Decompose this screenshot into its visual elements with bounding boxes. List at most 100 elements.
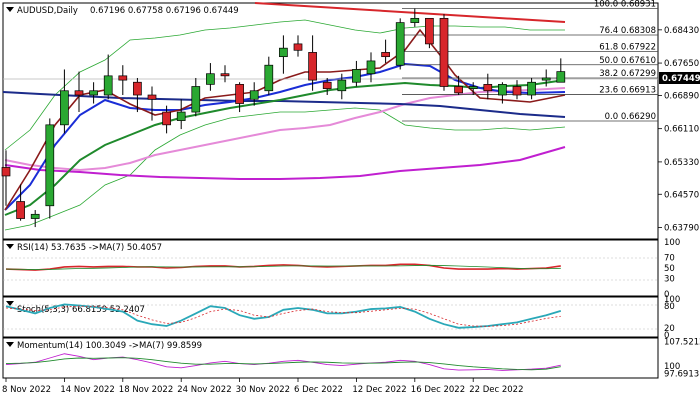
candle-body [162,111,171,126]
candle-body [16,201,25,219]
candle-body [293,43,303,51]
candle-body [512,86,522,96]
collapse-triangle-icon[interactable] [6,7,14,12]
candle-body [220,73,230,77]
candle-body [395,22,405,66]
current-price-tag: 0.67449 [659,72,700,84]
candle-body [468,86,478,89]
fibo-label: 38.2 0.67299 [599,69,656,79]
candle-body [279,47,288,58]
candle-body [527,81,536,96]
stoch-collapse-icon[interactable] [6,301,14,306]
stoch-k-line [5,303,562,329]
candle-body [410,17,420,23]
price-axis: 0.68430 0.67650 0.66890 0.66110 0.65330 0.645… [658,26,699,233]
momentum-tick-label: 100 [664,362,680,372]
price-tick-label: 0.68430 [664,26,699,36]
rsi-tick-label: 0 [664,290,669,300]
candle-body [74,90,84,96]
candle-body [337,79,347,92]
candle-body [30,213,40,219]
time-tick-label: 14 Nov 2022 [60,385,114,395]
rsi-tick-label: 30 [664,274,675,284]
rsi-ma-line [5,264,561,270]
candle-body [483,84,493,92]
candle-body [249,90,259,100]
candle-body [556,71,566,83]
trend-line-red [254,2,566,23]
rsi-tick-label: 50 [664,264,675,274]
fibo-label: 61.8 0.67922 [599,42,656,52]
price-tick-label: 0.65330 [664,158,699,168]
chart-header: AUDUSD,Daily 0.67196 0.67758 0.67196 0.6… [6,6,239,16]
momentum-indicator: Momentum(14) 100.3049 ->MA(7) 99.8599 [5,341,561,371]
candle-body [381,52,390,58]
time-tick-label: 6 Dec 2022 [294,385,343,395]
price-tick-label: 0.66110 [664,125,699,135]
candle-body [541,77,551,81]
rsi-collapse-icon[interactable] [6,244,14,249]
fibo-label: 76.4 0.68308 [599,26,656,36]
rsi-indicator: RSI(14) 53.7635 ->MA(7) 50.4057 [3,243,658,281]
stoch-tick-label: 100 [664,295,680,305]
time-tick-label: 18 Nov 2022 [119,385,173,395]
candle-body [60,90,69,126]
rsi-tick-label: 70 [664,254,675,264]
ma-green [4,79,566,216]
candle-body [425,17,434,45]
candles [1,8,566,228]
candle-body [206,73,215,85]
momentum-tick-label: 107.5212 [664,338,700,348]
fibo-label: 50.0 0.67610 [599,56,656,66]
fibo-label: 100.0 0.68931 [594,0,656,9]
stoch-indicator: Stoch(5,3,3) 66.8159 52.2407 [3,301,658,330]
time-tick-label: 24 Nov 2022 [177,385,231,395]
ma-magenta [4,146,566,180]
candle-body [264,64,274,92]
momentum-ma-line [5,357,561,371]
candle-body [176,111,186,121]
candle-body [45,124,55,207]
ma-pink [4,87,566,172]
candle-body [191,86,201,113]
time-axis: 8 Nov 2022 14 Nov 2022 18 Nov 2022 24 Nov 2… [2,378,524,395]
bollinger-lower [4,107,566,231]
candle-body [235,84,244,104]
momentum-label: Momentum(14) 100.3049 ->MA(7) 99.8599 [17,341,202,351]
price-tick-label: 0.66890 [664,91,699,101]
candle-body [308,52,317,81]
candle-body [89,90,98,96]
time-tick-label: 22 Dec 2022 [469,385,523,395]
candle-body [103,75,113,96]
price-tick-label: 0.67650 [664,59,699,69]
rsi-line [5,263,561,271]
stoch-label: Stoch(5,3,3) 66.8159 52.2407 [17,305,145,315]
candle-body [322,81,332,89]
price-tick-label: 0.64570 [664,190,699,200]
fibo-label: 23.6 0.66913 [599,85,656,95]
time-tick-label: 30 Nov 2022 [236,385,290,395]
momentum-tick-label: 97.6913 [664,370,699,380]
time-tick-label: 8 Nov 2022 [2,385,51,395]
candle-body [352,69,361,83]
stoch-panel [2,296,659,338]
candle-body [439,17,449,87]
rsi-label: RSI(14) 53.7635 ->MA(7) 50.4057 [17,243,162,253]
stoch-tick-label: 80 [664,302,675,312]
candle-body [1,167,11,177]
stoch-d-line [5,305,561,327]
price-tick-label: 0.63790 [664,223,699,233]
chart-title: AUDUSD,Daily [17,6,78,16]
fibo-label: 0.0 0.66290 [605,112,656,122]
stoch-tick-label: 0 [664,331,669,341]
bollinger-upper [4,19,565,151]
candle-body [454,86,463,94]
current-price-label: 0.67449 [662,74,700,84]
time-tick-label: 16 Dec 2022 [411,385,465,395]
momentum-collapse-icon[interactable] [6,342,14,347]
ohlc-readout: 0.67196 0.67758 0.67196 0.67449 [90,6,239,16]
